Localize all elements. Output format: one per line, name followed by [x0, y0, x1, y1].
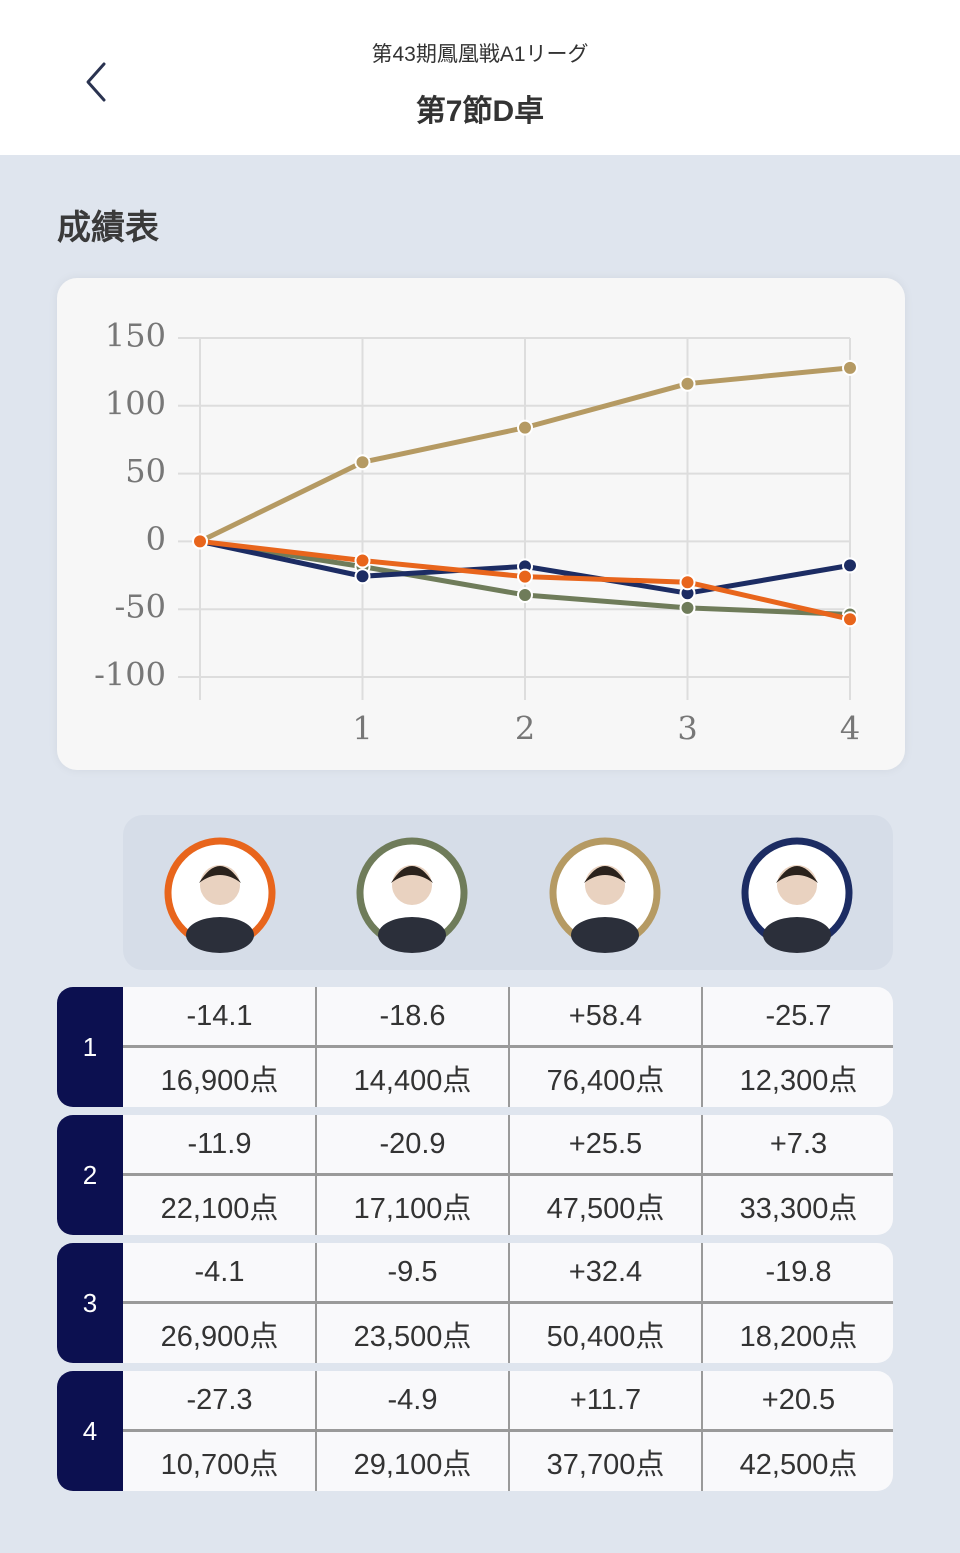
- y-tick-label: 100: [105, 384, 166, 422]
- row-bg: [57, 987, 893, 1107]
- col-divider: [701, 1371, 703, 1491]
- col-divider: [315, 1243, 317, 1363]
- points-cell: 33,300点: [739, 1192, 858, 1225]
- points-cell: 37,700点: [546, 1448, 665, 1481]
- section-title: 成績表: [57, 209, 159, 247]
- score-cell: +32.4: [568, 1255, 643, 1288]
- round-label: 1: [57, 987, 123, 1107]
- x-tick-label: 3: [677, 710, 697, 748]
- points-cell: 12,300点: [739, 1064, 858, 1097]
- chart-card: [57, 278, 905, 770]
- row-bg: [57, 1115, 893, 1235]
- point: [679, 375, 696, 392]
- col-divider: [315, 1115, 317, 1235]
- y-tick-label: -100: [94, 656, 166, 694]
- score-cell: -9.5: [387, 1255, 438, 1288]
- avatar-hair: [584, 866, 626, 883]
- point: [679, 574, 696, 591]
- chart: -100 -50 0 50 100 150 1 2 3 4: [94, 317, 860, 748]
- points-cell: 22,100点: [160, 1192, 279, 1225]
- points-cell: 26,900点: [160, 1320, 279, 1353]
- round-label: 2: [57, 1115, 123, 1235]
- score-cell: -19.8: [765, 1255, 832, 1288]
- score-cell: +11.7: [569, 1383, 642, 1416]
- point: [517, 568, 533, 585]
- avatar-body: [763, 917, 831, 953]
- point: [842, 611, 858, 628]
- col-divider: [701, 987, 703, 1107]
- col-divider: [508, 1371, 510, 1491]
- points-cell: 14,400点: [353, 1064, 472, 1097]
- avatar-hair: [776, 866, 818, 883]
- points-cell: 76,400点: [546, 1064, 665, 1097]
- col-divider: [315, 987, 317, 1107]
- point: [192, 533, 208, 550]
- col-divider: [508, 1243, 510, 1363]
- y-tick-label: 0: [146, 520, 166, 558]
- score-cell: -25.7: [765, 999, 832, 1032]
- x-tick-label: 1: [352, 710, 372, 748]
- row-divider: [123, 1045, 893, 1048]
- score-cell: +25.5: [568, 1127, 643, 1160]
- round-label: 4: [57, 1371, 123, 1491]
- score-cell: -4.9: [387, 1383, 438, 1416]
- point: [354, 454, 371, 471]
- x-tick-label: 2: [515, 710, 535, 748]
- x-tick-label: 4: [840, 710, 860, 748]
- col-divider: [701, 1243, 703, 1363]
- avatar-hair: [199, 866, 241, 883]
- header-subtitle: 第43期鳳凰戦A1リーグ: [371, 43, 589, 66]
- avatars: [164, 837, 853, 953]
- col-divider: [508, 1115, 510, 1235]
- row-divider: [123, 1429, 893, 1432]
- point: [517, 419, 533, 436]
- row-bg: [57, 1371, 893, 1491]
- point: [354, 552, 371, 569]
- points-cell: 10,700点: [160, 1448, 279, 1481]
- avatar-hair: [391, 866, 433, 883]
- score-cell: -27.3: [186, 1383, 253, 1416]
- avatar-body: [378, 917, 446, 953]
- point: [517, 586, 533, 603]
- col-divider: [701, 1115, 703, 1235]
- points-cell: 16,900点: [160, 1064, 279, 1097]
- points-cell: 23,500点: [353, 1320, 472, 1353]
- avatar-body: [571, 917, 639, 953]
- col-divider: [508, 987, 510, 1107]
- point: [354, 568, 371, 585]
- y-tick-label: 50: [125, 452, 166, 490]
- col-divider: [315, 1371, 317, 1491]
- point: [842, 359, 858, 376]
- score-cell: +58.4: [568, 999, 643, 1032]
- point: [842, 557, 858, 574]
- header-title: 第7節D卓: [415, 95, 545, 128]
- points-cell: 47,500点: [546, 1192, 665, 1225]
- score-cell: +7.3: [769, 1127, 828, 1160]
- points-cell: 50,400点: [546, 1320, 665, 1353]
- y-tick-label: -50: [114, 588, 166, 626]
- row-divider: [123, 1173, 893, 1176]
- row-bg: [57, 1243, 893, 1363]
- points-cell: 29,100点: [353, 1448, 472, 1481]
- score-cell: -11.9: [187, 1127, 252, 1160]
- score-cell: -4.1: [194, 1255, 245, 1288]
- point: [679, 599, 696, 616]
- points-cell: 42,500点: [739, 1448, 858, 1481]
- points-cell: 18,200点: [739, 1320, 858, 1353]
- back-button[interactable]: [80, 60, 120, 104]
- header: 第43期鳳凰戦A1リーグ 第7節D卓: [0, 0, 960, 155]
- score-cell: +20.5: [761, 1383, 836, 1416]
- round-label: 3: [57, 1243, 123, 1363]
- score-cell: -14.1: [186, 999, 253, 1032]
- y-tick-label: 150: [105, 317, 166, 355]
- score-cell: -18.6: [379, 999, 446, 1032]
- points-cell: 17,100点: [353, 1192, 472, 1225]
- row-divider: [123, 1301, 893, 1304]
- avatar-body: [186, 917, 254, 953]
- score-cell: -20.9: [379, 1127, 446, 1160]
